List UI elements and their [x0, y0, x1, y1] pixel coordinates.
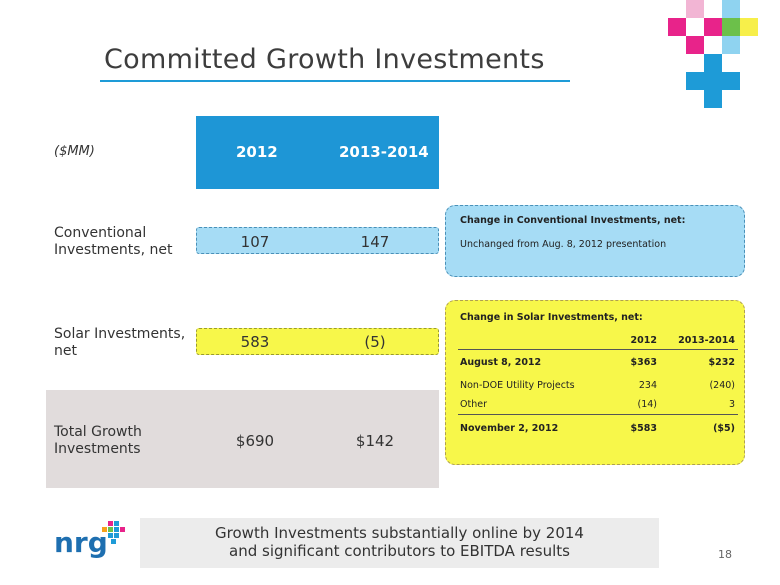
conventional-2012-value: 107 — [240, 233, 270, 251]
total-2012-value: $690 — [235, 432, 275, 450]
solar-2013-2014-value: (5) — [364, 333, 386, 351]
svg-text:nrg: nrg — [54, 526, 108, 559]
conventional-callout-title: Change in Conventional Investments, net: — [460, 215, 686, 226]
solar-col-2012: 2012 — [630, 335, 657, 346]
page-title: Committed Growth Investments — [104, 44, 545, 75]
nrg-logo: nrg — [52, 519, 132, 564]
table-header-band — [196, 116, 439, 189]
solar-header-rule — [458, 349, 738, 350]
total-2013-2014-value: $142 — [355, 432, 395, 450]
conventional-callout-text: Unchanged from Aug. 8, 2012 presentation — [460, 239, 667, 250]
solar-row-value-2012: 234 — [638, 380, 657, 391]
solar-row-value-2012: (14) — [637, 399, 657, 410]
row-label-total: Total Growth Investments — [54, 424, 142, 457]
solar-row-value-2012: $583 — [630, 423, 657, 434]
solar-col-2013-2014: 2013-2014 — [678, 335, 735, 346]
solar-row-value-2013-2014: 3 — [728, 399, 735, 410]
total-row-background — [46, 390, 439, 488]
conventional-change-callout — [445, 205, 745, 277]
corner-mosaic-logo — [666, 0, 766, 120]
solar-row-label: Other — [460, 399, 487, 410]
column-header-2013-2014: 2013-2014 — [339, 143, 429, 161]
solar-row-value-2013-2014: (240) — [709, 380, 735, 391]
footer-message: Growth Investments substantially online … — [215, 524, 584, 560]
solar-row-value-2013-2014: $232 — [708, 357, 735, 368]
solar-row-value-2013-2014: ($5) — [713, 423, 735, 434]
title-underline — [100, 80, 570, 82]
solar-row-value-2012: $363 — [630, 357, 657, 368]
solar-row-label: Non-DOE Utility Projects — [460, 380, 575, 391]
solar-row-highlight — [196, 328, 439, 355]
unit-label: ($MM) — [54, 144, 95, 159]
row-label-conventional: Conventional Investments, net — [54, 225, 173, 258]
conventional-2013-2014-value: 147 — [360, 233, 390, 251]
footer-message-box — [140, 518, 659, 568]
solar-callout-title: Change in Solar Investments, net: — [460, 312, 643, 323]
page-number: 18 — [718, 548, 732, 561]
solar-change-callout — [445, 300, 745, 465]
row-label-solar: Solar Investments, net — [54, 326, 186, 359]
conventional-row-highlight — [196, 227, 439, 254]
solar-2012-value: 583 — [240, 333, 270, 351]
solar-row-label: November 2, 2012 — [460, 423, 559, 434]
column-header-2012: 2012 — [236, 143, 278, 161]
solar-total-rule — [458, 414, 738, 415]
solar-row-label: August 8, 2012 — [460, 357, 542, 368]
